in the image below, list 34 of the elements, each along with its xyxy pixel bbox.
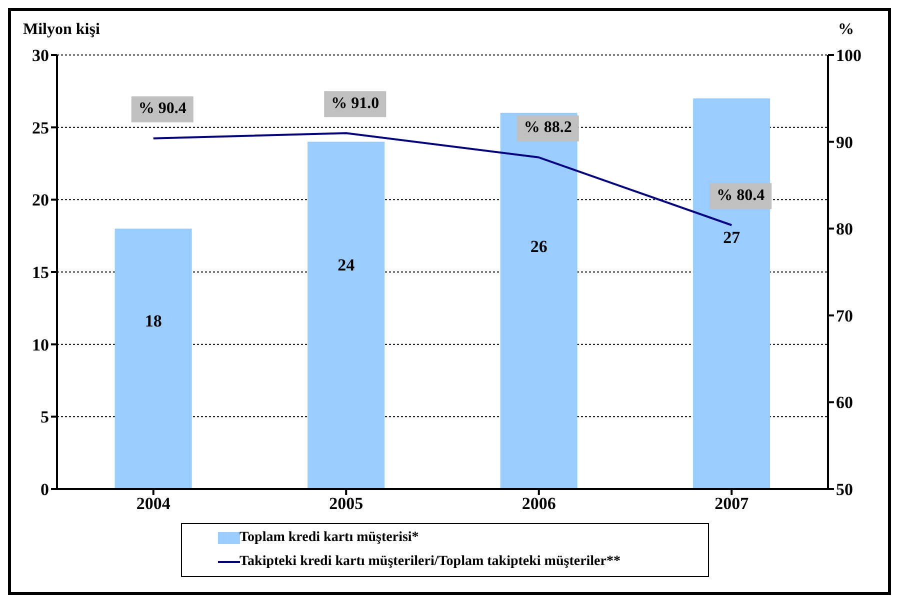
- y-tick-label: 10: [32, 335, 49, 354]
- data-label: % 91.0: [331, 94, 380, 112]
- bar: [693, 98, 770, 489]
- x-tick-label: 2006: [522, 494, 556, 514]
- bar: [114, 228, 192, 489]
- x-tick-label: 2005: [329, 494, 364, 514]
- y-tick-label: 30: [32, 46, 49, 66]
- legend-label: Toplam kredi kartı müşterisi*: [240, 530, 419, 546]
- y2-tick-label: 80: [836, 220, 853, 239]
- x-tick-label: 2004: [136, 494, 171, 514]
- y-tick-label: 15: [32, 263, 49, 282]
- y2-tick-label: 60: [836, 393, 853, 412]
- y2-tick-label: 50: [836, 480, 853, 500]
- data-label: 18: [144, 311, 162, 330]
- data-label: 27: [723, 228, 741, 247]
- line-series: [152, 132, 733, 226]
- y-tick-label: 20: [32, 190, 49, 210]
- y-tick-label: 5: [40, 408, 49, 427]
- data-label: 24: [338, 256, 356, 275]
- data-label: % 88.2: [524, 119, 572, 136]
- y2-tick-label: 100: [836, 46, 862, 66]
- y-tick-label: 0: [40, 480, 49, 500]
- legend-label: Takipteki kredi kartı müşterileri/Toplam takipteki müşteriler**: [240, 554, 620, 570]
- data-label: % 90.4: [138, 100, 186, 117]
- y-tick-label: 25: [32, 118, 49, 138]
- y-axis-title: Milyon kişi: [23, 21, 100, 39]
- data-label: % 80.4: [716, 186, 765, 204]
- bar: [500, 112, 578, 489]
- bar: [308, 142, 385, 489]
- x-tick-label: 2007: [714, 494, 750, 514]
- y2-tick-label: 70: [836, 306, 853, 326]
- y2-tick-label: 90: [836, 132, 853, 152]
- data-label: 26: [530, 237, 548, 256]
- y2-axis-title: %: [838, 21, 854, 39]
